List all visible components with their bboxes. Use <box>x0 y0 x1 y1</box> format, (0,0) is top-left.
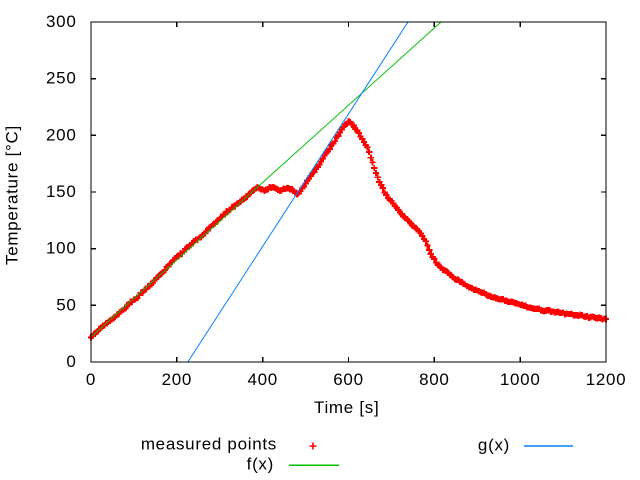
svg-text:g(x): g(x) <box>478 435 510 454</box>
svg-text:Temperature [°C]: Temperature [°C] <box>3 125 22 265</box>
svg-text:150: 150 <box>46 182 76 201</box>
svg-text:200: 200 <box>46 125 76 144</box>
svg-text:f(x): f(x) <box>247 455 274 474</box>
svg-text:100: 100 <box>46 239 76 258</box>
svg-text:800: 800 <box>419 370 449 389</box>
svg-text:200: 200 <box>162 370 192 389</box>
svg-text:0: 0 <box>86 370 96 389</box>
svg-text:1200: 1200 <box>586 370 627 389</box>
svg-text:1000: 1000 <box>500 370 541 389</box>
svg-text:measured points: measured points <box>141 435 277 454</box>
svg-text:Time [s]: Time [s] <box>314 398 379 417</box>
svg-text:300: 300 <box>46 12 76 31</box>
svg-text:600: 600 <box>333 370 363 389</box>
svg-text:400: 400 <box>247 370 277 389</box>
svg-text:0: 0 <box>66 352 76 371</box>
svg-text:250: 250 <box>46 69 76 88</box>
svg-text:50: 50 <box>56 295 76 314</box>
